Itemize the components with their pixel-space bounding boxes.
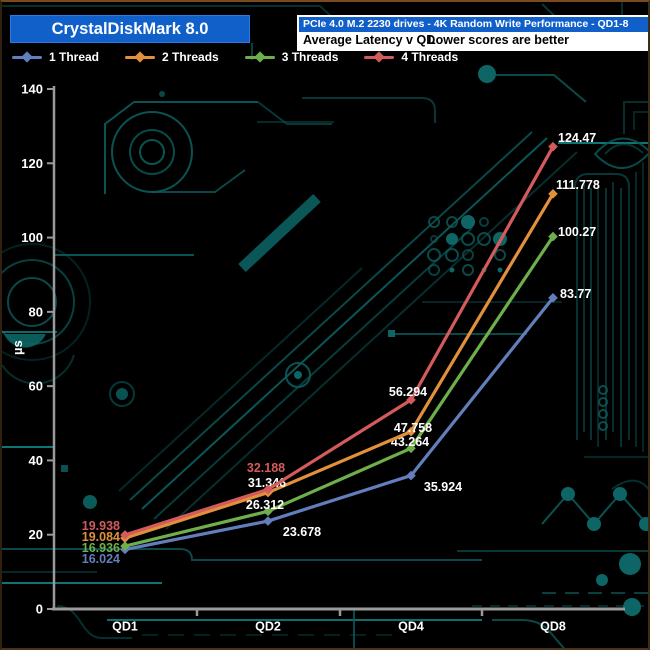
chart-info-note: Lower scores are better [428, 33, 570, 47]
value-label-2-threads-qd8: 111.778 [556, 178, 600, 192]
app-title-box: CrystalDiskMark 8.0 [10, 15, 250, 43]
marker-2-threads-qd8 [548, 189, 558, 199]
marker-3-threads-qd4 [406, 443, 416, 454]
marker-3-threads-qd8 [548, 231, 558, 242]
value-label-4-threads-qd2: 32.188 [247, 461, 285, 475]
legend-item-1-thread: 1 Thread [12, 50, 99, 64]
marker-1-thread-qd8 [548, 293, 558, 303]
marker-4-threads-qd4 [406, 395, 416, 405]
y-tick-label: 20 [29, 527, 43, 542]
circuit-pads [4, 65, 648, 616]
marker-4-threads-qd2 [263, 484, 273, 495]
series-line-4-threads [123, 145, 555, 537]
legend: 1 Thread 2 Threads 3 Threads 4 Threads [12, 50, 484, 64]
value-label-4-threads-qd1: 19.938 [82, 519, 120, 533]
x-category-label: QD1 [112, 620, 138, 634]
legend-marker-icon [244, 51, 275, 63]
value-label-2-threads-qd1: 19.084 [82, 530, 120, 544]
y-tick-label: 40 [29, 453, 43, 468]
value-label-4-threads-qd4: 56.294 [389, 385, 427, 399]
x-category-label: QD2 [255, 620, 281, 634]
legend-label-2-threads: 2 Threads [162, 50, 219, 64]
chart-info-line1: PCIe 4.0 M.2 2230 drives - 4K Random Wri… [299, 17, 648, 32]
x-category-label: QD8 [540, 620, 566, 634]
legend-item-3-threads: 3 Threads [244, 50, 339, 64]
legend-item-4-threads: 4 Threads [364, 50, 458, 64]
value-label-3-threads-qd1: 16.936 [82, 541, 120, 555]
series-line-3-threads [123, 234, 555, 548]
y-tick-label: 0 [36, 602, 43, 617]
series-line-1-thread [123, 296, 555, 552]
value-label-2-threads-qd4: 47.758 [394, 421, 432, 435]
legend-label-1-thread: 1 Thread [49, 50, 100, 64]
value-label-2-threads-qd2: 31.346 [248, 476, 286, 490]
marker-2-threads-qd4 [406, 426, 416, 437]
x-category-label: QD4 [398, 620, 424, 634]
value-label-1-thread-qd2: 23.678 [283, 525, 321, 539]
marker-1-thread-qd2 [263, 516, 273, 526]
y-tick-label: 80 [29, 304, 43, 319]
legend-marker-icon [125, 51, 156, 63]
series-line-2-threads [123, 192, 555, 540]
app-title: CrystalDiskMark 8.0 [51, 19, 209, 38]
y-tick-label: 140 [21, 82, 43, 97]
chart-info-box: PCIe 4.0 M.2 2230 drives - 4K Random Wri… [297, 15, 648, 51]
y-tick-label: 120 [21, 156, 43, 171]
chart-info-line2: Average Latency v QD Lower scores are be… [299, 32, 648, 49]
legend-marker-icon [12, 51, 42, 63]
value-label-3-threads-qd2: 26.312 [246, 498, 284, 512]
marker-1-thread-qd4 [406, 470, 416, 481]
chart-info-metric: Average Latency v QD [303, 33, 436, 47]
value-label-1-thread-qd4: 35.924 [424, 480, 462, 494]
legend-label-3-threads: 3 Threads [281, 50, 339, 64]
marker-4-threads-qd8 [548, 141, 558, 152]
value-label-1-thread-qd8: 83.77 [560, 287, 591, 301]
value-label-3-threads-qd8: 100.27 [558, 225, 596, 239]
y-tick-label: 60 [29, 379, 43, 394]
marker-3-threads-qd1 [120, 541, 130, 551]
value-label-3-threads-qd4: 43.264 [391, 435, 429, 449]
y-tick-label: 100 [21, 230, 43, 245]
legend-marker-icon [364, 51, 395, 63]
value-label-1-thread-qd1: 16.024 [82, 552, 120, 566]
legend-item-2-threads: 2 Threads [125, 50, 219, 64]
value-label-4-threads-qd8: 124.47 [558, 131, 596, 145]
y-axis-label: µs [10, 340, 25, 355]
legend-label-4-threads: 4 Threads [401, 50, 459, 64]
marker-4-threads-qd1 [120, 530, 130, 540]
marker-3-threads-qd2 [263, 506, 273, 517]
